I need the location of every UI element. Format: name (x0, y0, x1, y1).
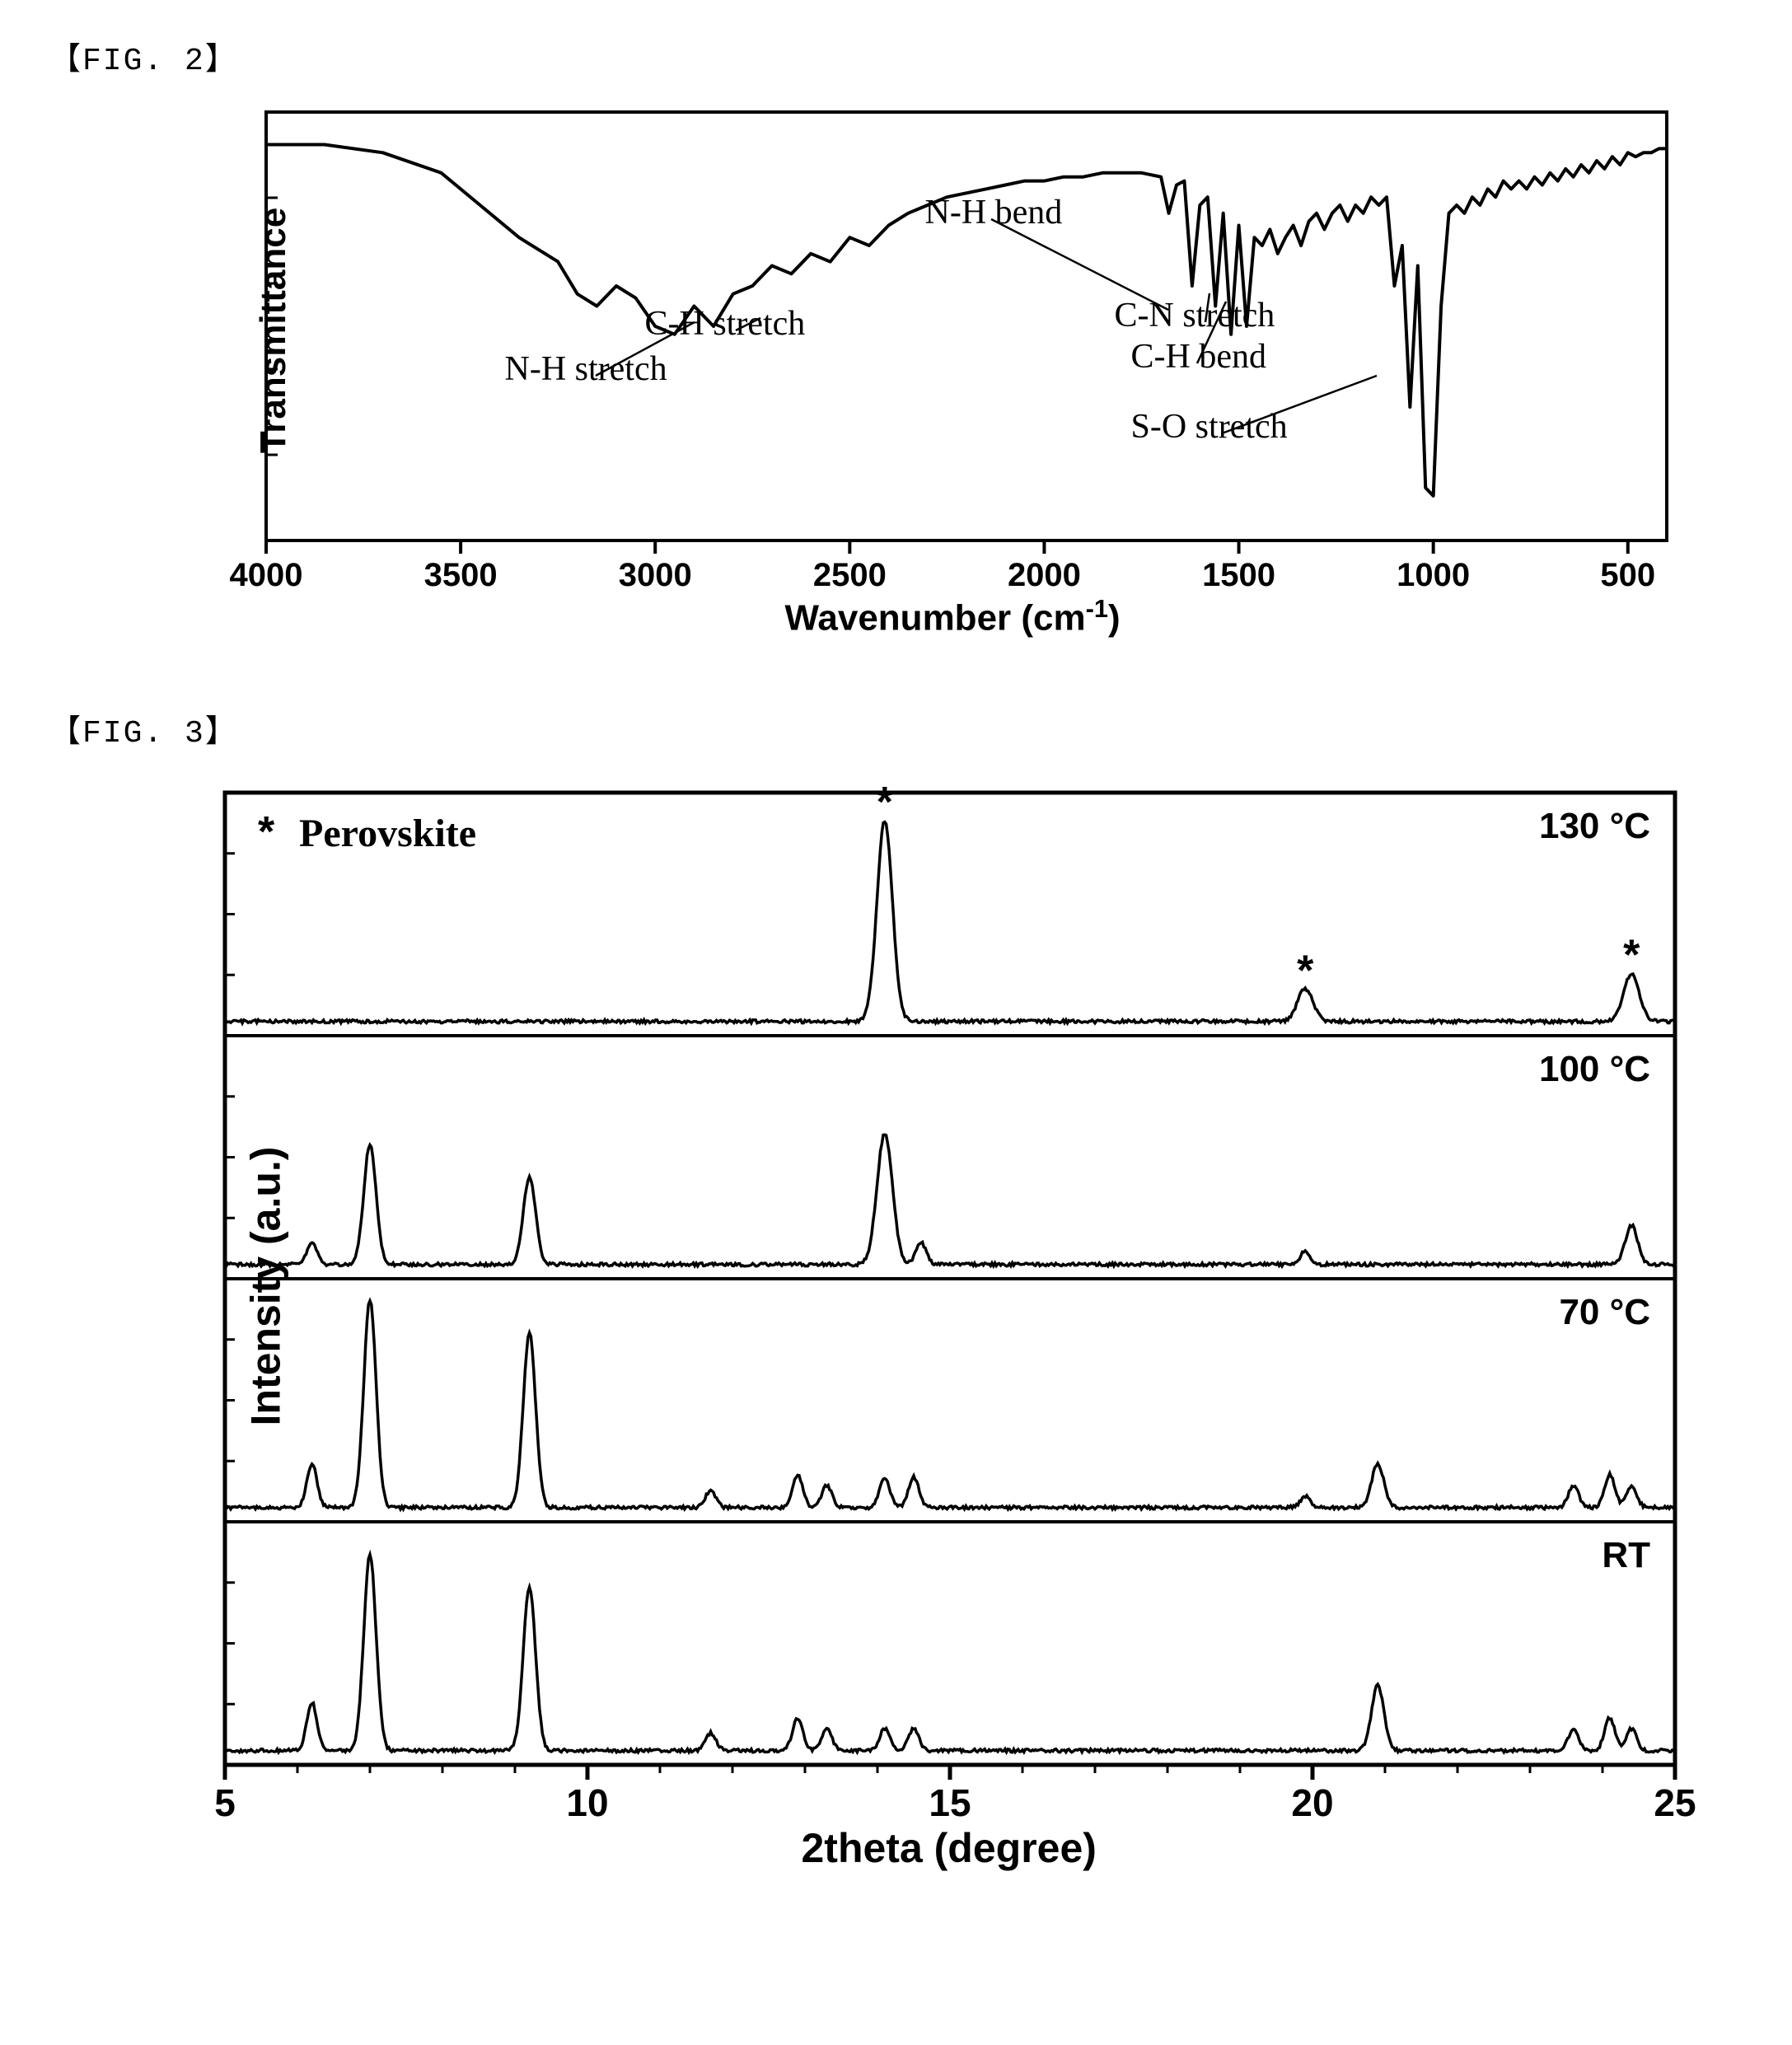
svg-text:130 °C: 130 °C (1538, 806, 1649, 846)
figure-3-label: 【FIG. 3】 (49, 705, 1759, 751)
svg-text:2500: 2500 (812, 557, 886, 593)
figure-3: 【FIG. 3】 5 10 15 20 25 130 °C * * * 100 °C 70 °C RT… (33, 705, 1759, 1872)
ir-y-axis-label: Transmittance (253, 208, 294, 453)
svg-text:3500: 3500 (423, 557, 497, 593)
svg-text:*: * (876, 779, 893, 826)
svg-text:20: 20 (1291, 1781, 1333, 1824)
svg-text:25: 25 (1654, 1781, 1696, 1824)
svg-text:RT: RT (1602, 1535, 1650, 1575)
xrd-x-axis-label: 2theta (degree) (802, 1824, 1097, 1872)
ir-spectrum-svg: 4000 3500 3000 2500 2000 1500 1000 500 (93, 104, 1700, 639)
svg-text:Perovskite: Perovskite (299, 812, 476, 855)
svg-text:100 °C: 100 °C (1538, 1049, 1649, 1089)
svg-text:5: 5 (214, 1781, 236, 1824)
svg-text:*: * (258, 808, 275, 856)
svg-text:*: * (1623, 932, 1640, 980)
svg-text:2000: 2000 (1007, 557, 1080, 593)
svg-text:1500: 1500 (1202, 557, 1275, 593)
svg-text:70 °C: 70 °C (1559, 1292, 1650, 1332)
peak-annotation: S-O stretch (1131, 407, 1288, 447)
svg-text:*: * (1297, 947, 1314, 994)
svg-text:1000: 1000 (1397, 557, 1470, 593)
peak-annotation: C-H bend (1131, 337, 1266, 377)
xrd-y-axis-label: Intensity (a.u.) (241, 1147, 289, 1426)
svg-text:10: 10 (566, 1781, 608, 1824)
ir-x-axis-label: Wavenumber (cm-1) (785, 594, 1121, 639)
peak-annotation: N-H bend (925, 193, 1063, 232)
svg-text:15: 15 (929, 1781, 971, 1824)
xrd-svg: 5 10 15 20 25 130 °C * * * 100 °C 70 °C RT * Perovski… (85, 776, 1708, 1872)
peak-annotation: N-H stretch (505, 349, 667, 389)
peak-annotation: C-N stretch (1115, 296, 1275, 335)
xrd-chart: 5 10 15 20 25 130 °C * * * 100 °C 70 °C RT * Perovski… (85, 776, 1708, 1872)
svg-text:4000: 4000 (229, 557, 302, 593)
peak-annotation: C-H stretch (645, 304, 806, 344)
ir-spectrum-chart: 4000 3500 3000 2500 2000 1500 1000 500 Transmit… (93, 104, 1700, 639)
svg-text:3000: 3000 (618, 557, 691, 593)
figure-2: 【FIG. 2】 4000 3500 3000 2500 2000 1500 1000 500… (33, 33, 1759, 639)
figure-2-label: 【FIG. 2】 (49, 33, 1759, 79)
svg-text:500: 500 (1600, 557, 1655, 593)
